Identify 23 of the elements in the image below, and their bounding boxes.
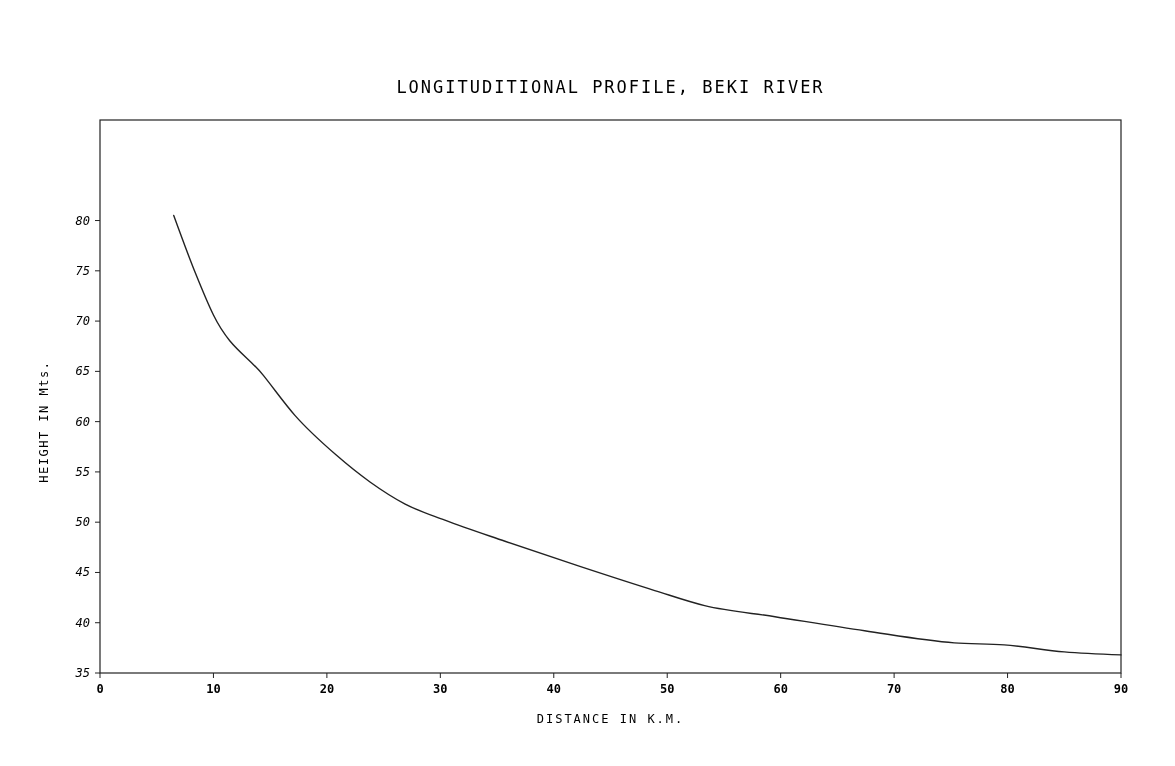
y-tick-label: 65 [75,364,90,379]
x-tick-label: 30 [433,682,448,696]
y-tick-label: 55 [75,464,90,479]
y-tick-label: 50 [75,515,90,530]
y-tick-label: 75 [75,263,90,278]
y-tick-label: 40 [75,615,90,630]
x-axis-title: DISTANCE IN K.M. [536,712,685,726]
y-tick-label: 35 [74,666,90,680]
y-tick-label: 70 [75,314,90,329]
x-tick-label: 90 [1113,682,1129,696]
x-tick-label: 40 [546,682,561,696]
y-tick-label: 45 [75,565,90,580]
x-tick-label: 20 [319,682,335,696]
y-tick-label: 80 [75,213,90,228]
y-tick-label: 60 [75,414,90,429]
x-tick-label: 50 [660,682,675,696]
x-tick-label: 80 [1000,682,1015,696]
chart-title: LONGITUDITIONAL PROFILE, BEKI RIVER [396,77,825,97]
x-tick-label: 10 [206,682,221,696]
x-tick-label: 0 [96,682,104,696]
y-axis-title: HEIGHT IN Mts. [37,360,51,483]
x-tick-label: 70 [886,682,902,696]
x-tick-label: 60 [773,682,788,696]
